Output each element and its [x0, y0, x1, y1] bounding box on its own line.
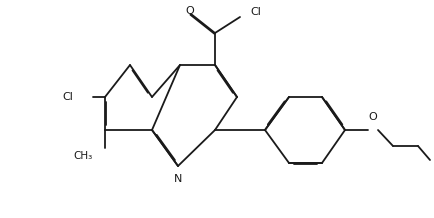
Text: N: N [174, 174, 182, 184]
Text: CH₃: CH₃ [74, 151, 93, 161]
Text: Cl: Cl [250, 7, 261, 17]
Text: O: O [368, 112, 378, 122]
Text: Cl: Cl [62, 92, 73, 102]
Text: O: O [186, 6, 194, 16]
